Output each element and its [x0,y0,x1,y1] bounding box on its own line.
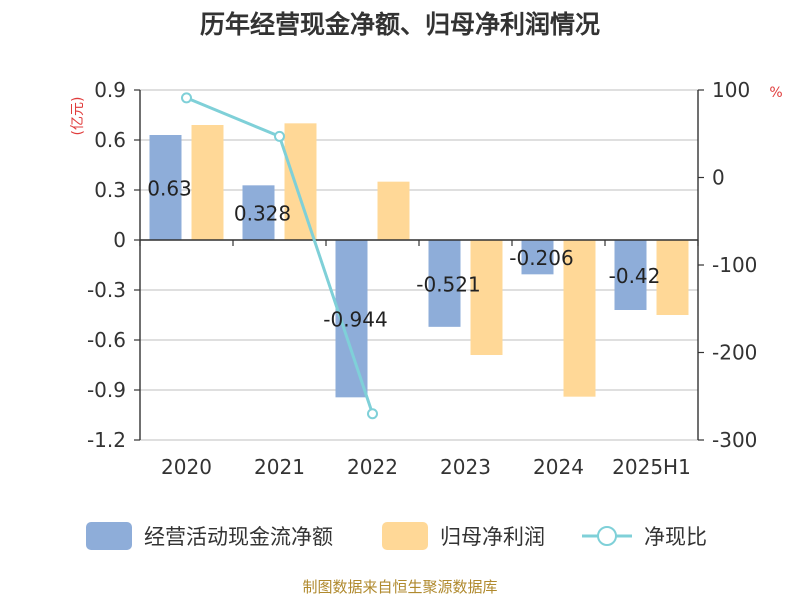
category-label: 2023 [440,455,491,479]
bar-data-label: -0.42 [609,264,661,288]
left-tick-label: 0.6 [94,128,126,152]
legend-swatch [86,522,132,550]
legend-label: 归母净利润 [440,525,545,549]
left-tick-label: 0 [113,228,126,252]
bar-cashflow [521,240,554,275]
bar-profit [191,125,224,240]
category-label: 2020 [161,455,212,479]
bar-data-label: -0.521 [416,272,480,296]
right-tick-label: -100 [712,253,757,277]
bar-data-label: -0.944 [323,308,387,332]
category-label: 2025H1 [612,455,691,479]
data-labels: 0.63 0.328 -0.944 -0.521 -0.206 -0.42 [147,177,660,332]
left-tick-label: -1.2 [87,428,126,452]
left-tick-label: -0.3 [87,278,126,302]
bar-cashflow [428,240,461,327]
category-label: 2022 [347,455,398,479]
legend: 经营活动现金流净额 归母净利润 净现比 [86,522,707,550]
bar-cashflow [149,135,182,240]
axes [134,89,704,441]
bar-profit [563,240,596,397]
bar-profit [377,181,410,240]
right-tick-label: -300 [712,428,757,452]
ratio-point [181,92,192,104]
tick-labels: 0.9 0.6 0.3 0 -0.3 -0.6 -0.9 -1.2 100 0 -100 -200 -3… [87,78,757,479]
bar-data-label: -0.206 [509,246,573,270]
legend-line-marker [597,526,617,546]
source-note: 制图数据来自恒生聚源数据库 [302,578,497,596]
ratio-point [367,408,378,420]
ratio-line [181,92,378,420]
right-axis-unit: % [769,85,782,101]
ratio-point [274,130,285,142]
legend-label: 净现比 [644,525,707,549]
right-tick-label: 0 [712,166,725,190]
legend-swatch [382,522,428,550]
category-label: 2021 [254,455,305,479]
bar-cashflow [242,185,275,240]
left-tick-label: -0.6 [87,328,126,352]
right-tick-label: -200 [712,341,757,365]
left-axis-unit: (亿元) [70,97,86,136]
right-tick-label: 100 [712,78,750,102]
category-label: 2024 [533,455,584,479]
legend-label: 经营活动现金流净额 [144,525,333,549]
left-tick-label: 0.9 [94,78,126,102]
bar-profit [284,123,317,240]
bars [149,123,689,398]
chart-title: 历年经营现金净额、归母净利润情况 [200,10,600,39]
bar-profit [470,240,503,355]
bar-data-label: 0.63 [147,177,192,201]
bar-data-label: 0.328 [234,202,291,226]
left-tick-label: 0.3 [94,178,126,202]
bar-cashflow [614,240,647,310]
left-tick-label: -0.9 [87,378,126,402]
bar-profit [656,240,689,315]
